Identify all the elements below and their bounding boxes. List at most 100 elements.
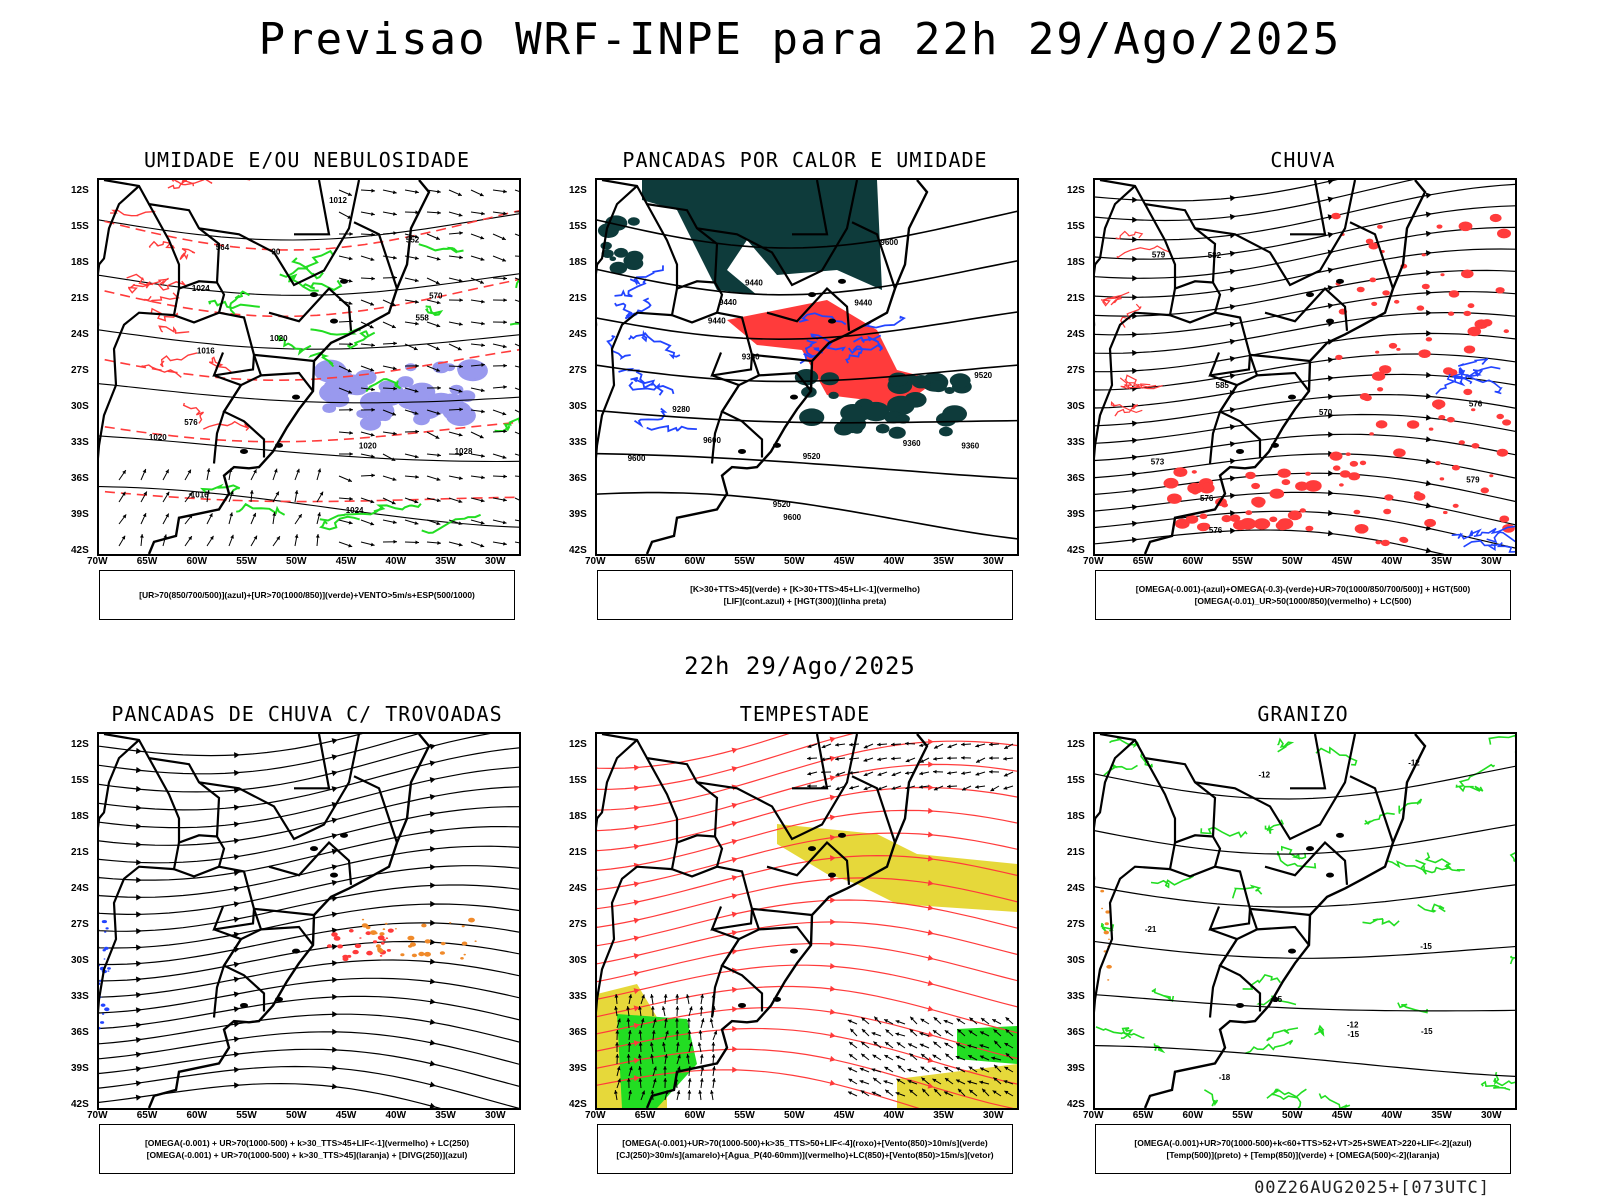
longitude-tick-label: 30W: [983, 556, 1004, 567]
latitude-tick-label: 15S: [1067, 221, 1085, 232]
latitude-tick-label: 39S: [569, 509, 587, 520]
latitude-tick-label: 21S: [1067, 847, 1085, 858]
latitude-tick-label: 30S: [1067, 401, 1085, 412]
longitude-tick-label: 35W: [435, 1110, 456, 1121]
latitude-tick-label: 30S: [71, 955, 89, 966]
latitude-tick-label: 42S: [71, 545, 89, 556]
latitude-tick-label: 30S: [1067, 955, 1085, 966]
latitude-tick-label: 42S: [569, 1099, 587, 1110]
longitude-tick-label: 70W: [585, 556, 606, 567]
contour-label: 570: [429, 292, 443, 301]
contour-label: 1016: [191, 491, 209, 500]
longitude-tick-label: 50W: [1282, 1110, 1303, 1121]
longitude-tick-label: 65W: [634, 556, 656, 567]
main-title: Previsao WRF-INPE para 22h 29/Ago/2025: [258, 14, 1342, 65]
legend-line: [LIF](cont.azul) + [HGT(300)](linha pret…: [723, 596, 887, 606]
contour-label: 585: [1216, 381, 1230, 390]
contour-label: 9600: [783, 513, 801, 522]
map-panel-4: PANCADAS DE CHUVA C/ TROVOADAS 12S 15S 18S 2…: [57, 702, 557, 1182]
contour-label: 576: [1209, 526, 1223, 535]
latitude-tick-label: 18S: [71, 811, 89, 822]
legend-line: [OMEGA(-0.001)+UR>70(1000-500)+k<60+TTS>…: [1134, 1138, 1472, 1148]
map-panel-1: UMIDADE E/OU NEBULOSIDADE 1016 1020 1020 102…: [57, 148, 557, 628]
longitude-tick-label: 50W: [286, 1110, 307, 1121]
longitude-tick-label: 55W: [734, 1110, 755, 1121]
latitude-tick-label: 39S: [71, 509, 89, 520]
legend-box: [OMEGA(-0.001) + UR>70(1000-500) + k>30_…: [99, 1124, 515, 1174]
contour-label: 9600: [703, 436, 721, 445]
latitude-tick-label: 12S: [71, 739, 89, 750]
panel-title: TEMPESTADE: [739, 702, 871, 726]
longitude-tick-label: 50W: [784, 1110, 805, 1121]
map-panel-2: PANCADAS POR CALOR E UMIDADE 9600 9600 9600…: [555, 148, 1055, 628]
contour-label: 9440: [854, 299, 872, 308]
contour-label: 564: [216, 243, 230, 252]
contour-label: -15: [1421, 1027, 1433, 1036]
latitude-tick-label: 30S: [71, 401, 89, 412]
latitude-tick-label: 21S: [569, 293, 587, 304]
contour-label: 1020: [270, 334, 288, 343]
contour-label: 1016: [197, 347, 215, 356]
longitude-tick-label: 65W: [1132, 1110, 1154, 1121]
contour-label: -15: [1348, 1030, 1360, 1039]
latitude-tick-label: 15S: [71, 775, 89, 786]
latitude-tick-label: 18S: [1067, 811, 1085, 822]
latitude-tick-label: 33S: [569, 437, 587, 448]
latitude-tick-label: 36S: [1067, 1027, 1085, 1038]
contour-label: 552: [406, 236, 420, 245]
latitude-tick-label: 24S: [1067, 883, 1085, 894]
longitude-tick-label: 35W: [1431, 1110, 1452, 1121]
longitude-tick-label: 70W: [1083, 1110, 1104, 1121]
latitude-tick-label: 18S: [569, 811, 587, 822]
contour-label: 579: [1466, 475, 1480, 484]
longitude-tick-label: 45W: [833, 1110, 855, 1121]
contour-label: -12: [1259, 771, 1271, 780]
latitude-tick-label: 36S: [569, 1027, 587, 1038]
contour-label: 9440: [719, 298, 737, 307]
longitude-tick-label: 35W: [933, 556, 954, 567]
latitude-tick-label: 33S: [1067, 991, 1085, 1002]
latitude-tick-label: 39S: [1067, 509, 1085, 520]
latitude-tick-label: 42S: [1067, 545, 1085, 556]
contour-label: 9600: [628, 454, 646, 463]
longitude-tick-label: 40W: [883, 1110, 905, 1121]
map-canvas: 585 582 579 576 576 573 570 576 579: [1093, 178, 1517, 556]
map-panel-5: TEMPESTADE 12S 15S 18S 21S 24S 27S 30S 33S 36S 39S…: [555, 702, 1055, 1182]
latitude-tick-label: 15S: [569, 775, 587, 786]
latitude-tick-label: 12S: [569, 739, 587, 750]
longitude-tick-label: 60W: [1182, 1110, 1204, 1121]
longitude-tick-label: 30W: [485, 556, 506, 567]
contour-label: 582: [1208, 251, 1222, 260]
map-canvas: [595, 732, 1019, 1110]
panel-title: UMIDADE E/OU NEBULOSIDADE: [143, 148, 471, 172]
latitude-tick-label: 21S: [71, 293, 89, 304]
longitude-tick-label: 45W: [833, 556, 855, 567]
longitude-tick-label: 70W: [585, 1110, 606, 1121]
longitude-tick-label: 60W: [1182, 556, 1204, 567]
panel-title: CHUVA: [1270, 148, 1336, 172]
latitude-tick-label: 12S: [569, 185, 587, 196]
contour-label: 1024: [346, 506, 364, 515]
latitude-tick-label: 12S: [1067, 739, 1085, 750]
latitude-tick-label: 12S: [71, 185, 89, 196]
longitude-tick-label: 70W: [87, 556, 108, 567]
latitude-tick-label: 30S: [569, 401, 587, 412]
contour-label: 9280: [672, 405, 690, 414]
map-panel-6: GRANIZO -12 -12 -12 -15 -15 -15 -18 -21 -15 12S 15S…: [1053, 702, 1553, 1182]
legend-line: [OMEGA(-0.001)-(azul)+OMEGA(-0.3)-(verde…: [1135, 584, 1471, 594]
panel-title: PANCADAS DE CHUVA C/ TROVOADAS: [111, 702, 503, 726]
latitude-tick-label: 42S: [1067, 1099, 1085, 1110]
contour-label: 1012: [329, 196, 347, 205]
contour-label: 9360: [961, 441, 979, 450]
longitude-tick-label: 30W: [1481, 556, 1502, 567]
longitude-tick-label: 35W: [1431, 556, 1452, 567]
latitude-tick-label: 27S: [71, 365, 89, 376]
legend-line: [OMEGA(-0.01)_UR>50(1000/850)(vermelho) …: [1194, 596, 1412, 606]
contour-label: -21: [1145, 925, 1157, 934]
longitude-tick-label: 60W: [186, 556, 208, 567]
latitude-tick-label: 24S: [71, 329, 89, 340]
contour-label: 1028: [455, 447, 473, 456]
legend-box: [UR>70(850/700/500)](azul)+[UR>70(1000/8…: [99, 570, 515, 620]
contour-label: -12: [1347, 1021, 1359, 1030]
contour-label: 9360: [903, 439, 921, 448]
